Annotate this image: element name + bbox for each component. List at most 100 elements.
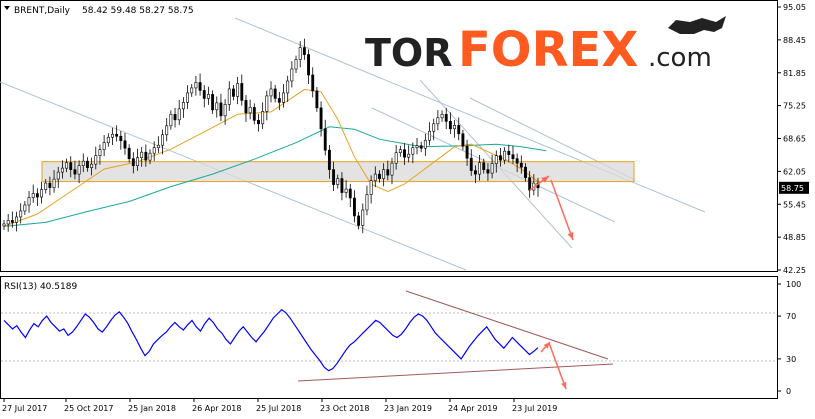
- bull-bear-icon: [668, 16, 726, 34]
- candle-body: [302, 47, 306, 55]
- candle-body: [352, 197, 356, 217]
- candle-body: [177, 108, 181, 121]
- candle-body: [340, 178, 344, 193]
- logo-text-tor: TOR: [365, 31, 453, 75]
- candle-body: [423, 139, 427, 149]
- candle-body: [365, 194, 369, 211]
- candle-body: [515, 158, 519, 164]
- candle-body: [119, 135, 123, 142]
- candle-body: [257, 120, 260, 125]
- candle-body: [327, 149, 331, 170]
- rsi-axis: 100 70 30 0: [777, 280, 801, 396]
- candle-body: [394, 152, 398, 164]
- candle-body: [386, 169, 390, 176]
- candle-body: [290, 68, 294, 82]
- candle-body: [40, 189, 43, 198]
- rsi-pane: RSI(13) 40.5189 100 70 30 0: [0, 276, 801, 399]
- candle-body: [27, 197, 31, 206]
- last-price-tag: 58.75: [779, 181, 809, 194]
- candle-body: [98, 149, 102, 156]
- candle-body: [453, 125, 457, 130]
- candle-body: [323, 128, 327, 151]
- candle-body: [415, 145, 419, 149]
- candle-body: [144, 151, 148, 161]
- candle-body: [123, 140, 127, 149]
- candle-body: [294, 59, 298, 70]
- candle-body: [31, 193, 35, 198]
- price-pane: TOR FOREX .com BRENT,Daily 58.42 59.48 5…: [0, 0, 809, 275]
- rsi-tick-label: 70: [786, 312, 796, 321]
- candle-body: [378, 173, 381, 179]
- price-tick-label: 55.45: [783, 200, 806, 209]
- candle-body: [390, 162, 394, 176]
- candle-body: [227, 88, 231, 105]
- price-tick-label: 95.05: [783, 3, 806, 12]
- price-pane-frame: [0, 0, 778, 272]
- candle-body: [44, 182, 48, 190]
- candle-body: [344, 188, 348, 193]
- candle-body: [190, 87, 194, 94]
- forecast-arrow-up-head: [541, 176, 549, 183]
- candle-body: [273, 88, 277, 99]
- candle-body: [282, 92, 285, 103]
- candle-body: [48, 182, 52, 188]
- candle-body: [265, 95, 269, 112]
- candle-body: [336, 178, 340, 185]
- candle-body: [499, 155, 502, 161]
- candle-body: [411, 147, 415, 155]
- candle-body: [198, 82, 202, 91]
- last-price-tag-bg: [779, 181, 809, 194]
- candle-body: [127, 147, 131, 159]
- candle-body: [382, 169, 386, 179]
- last-price-value: 58.75: [781, 184, 804, 193]
- candle-body: [165, 125, 169, 136]
- candle-body: [478, 162, 482, 175]
- candle-body: [65, 162, 69, 169]
- candle-body: [173, 114, 177, 121]
- ma-slow-line: [3, 126, 547, 227]
- candle-body: [286, 80, 290, 94]
- candle-body: [215, 102, 219, 111]
- candle-body: [507, 150, 511, 155]
- candle-body: [311, 74, 315, 92]
- time-tick-label: 25 Oct 2017: [64, 404, 113, 413]
- candle-body: [219, 102, 223, 117]
- candle-body: [6, 220, 10, 225]
- candle-body: [131, 158, 135, 166]
- candle-body: [244, 100, 248, 114]
- candle-body: [486, 169, 490, 174]
- time-tick-label: 24 Apr 2019: [448, 404, 497, 413]
- symbol-label: BRENT,Daily: [14, 6, 71, 16]
- candle-body: [148, 152, 152, 161]
- rsi-support-line: [297, 363, 614, 382]
- time-axis: 27 Jul 2017 25 Oct 2017 25 Jan 2018 26 Apr …: [2, 398, 557, 413]
- time-tick-label: 23 Jul 2019: [512, 404, 557, 413]
- candle-body: [440, 114, 444, 119]
- candle-body: [161, 134, 164, 146]
- candle-body: [461, 133, 465, 147]
- candle-body: [348, 188, 352, 199]
- candle-body: [19, 210, 23, 218]
- price-tick-label: 68.65: [783, 135, 806, 144]
- time-tick-label: 23 Jan 2019: [384, 404, 432, 413]
- candle-body: [2, 223, 6, 227]
- candle-body: [35, 193, 39, 198]
- candle-body: [432, 123, 436, 132]
- candle-body: [448, 121, 452, 130]
- candle-body: [248, 107, 252, 114]
- price-tick-label: 62.05: [783, 167, 806, 176]
- rsi-arrow-down-line: [548, 342, 567, 390]
- price-axis: 95.05 88.45 81.85 75.25 68.65 62.05 55.45 48.85…: [777, 3, 806, 275]
- candle-body: [269, 88, 273, 97]
- candle-body: [298, 47, 302, 60]
- candle-body: [115, 133, 119, 137]
- candle-body: [94, 155, 98, 165]
- time-tick-label: 26 Apr 2018: [192, 404, 241, 413]
- time-tick-label: 27 Jul 2017: [2, 404, 47, 413]
- candle-body: [319, 107, 323, 130]
- forecast-arrows: [529, 175, 574, 241]
- logo-text-com: .com: [648, 43, 712, 73]
- candle-body: [407, 153, 411, 158]
- candle-body: [465, 145, 469, 159]
